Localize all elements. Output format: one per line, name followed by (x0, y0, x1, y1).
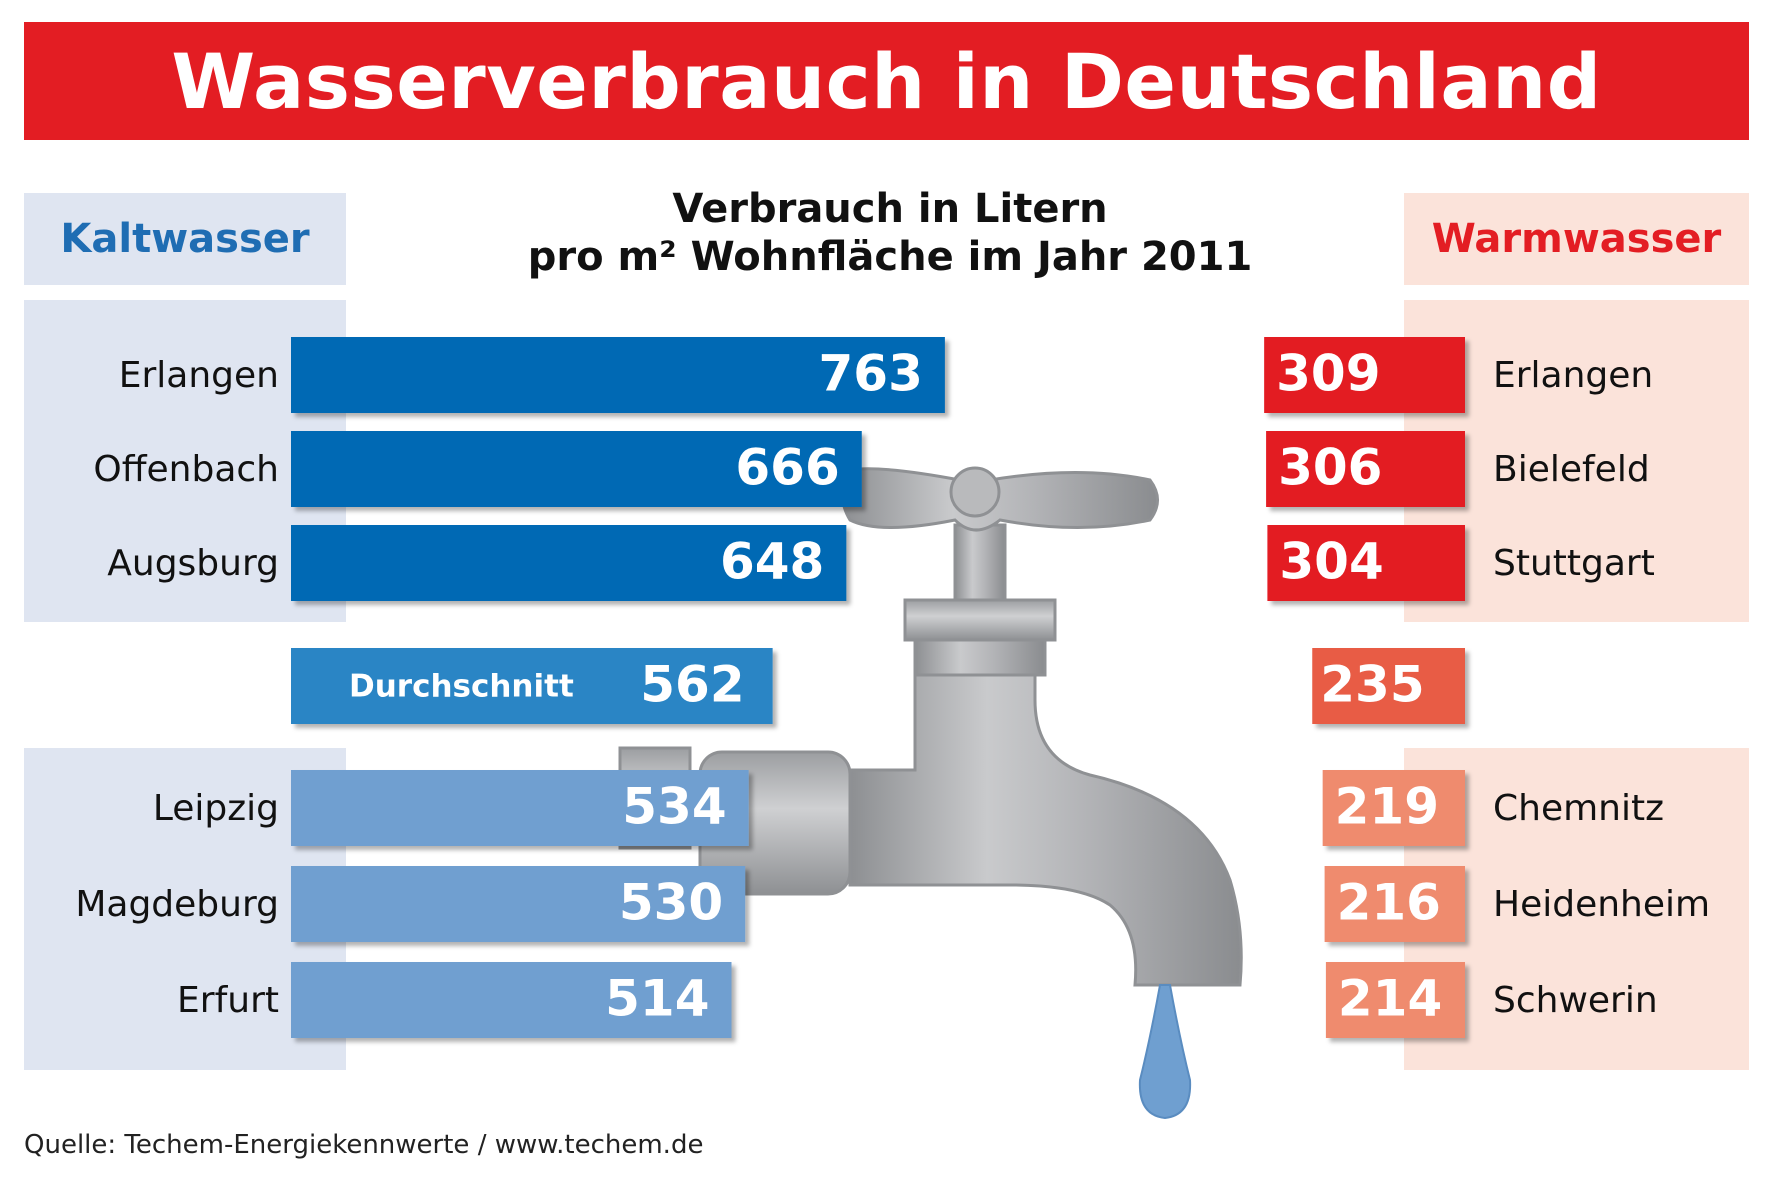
warm-top-value-0: 309 (1276, 345, 1380, 403)
warm-bottom-value-2: 214 (1338, 970, 1442, 1028)
warm-top-city-2: Stuttgart (1493, 543, 1655, 584)
source-note: Quelle: Techem-Energiekennwerte / www.te… (24, 1130, 704, 1160)
cold-bottom-bar-0 (291, 770, 749, 846)
warm-bottom-value-1: 216 (1337, 874, 1441, 932)
warm-bottom-city-0: Chemnitz (1493, 788, 1664, 829)
warm-top-value-2: 304 (1279, 533, 1383, 591)
cold-top-city-1: Offenbach (93, 449, 279, 490)
chart-subtitle: Verbrauch in Litern pro m² Wohnfläche im… (470, 185, 1310, 281)
warm-top-city-1: Bielefeld (1493, 449, 1650, 490)
page-title: Wasserverbrauch in Deutschland (171, 36, 1602, 126)
cold-average-value: 562 (640, 656, 744, 714)
title-banner: Wasserverbrauch in Deutschland (24, 22, 1749, 140)
cold-water-heading: Kaltwasser (24, 193, 346, 285)
cold-top-bar-2 (291, 525, 847, 601)
warm-bottom-value-0: 219 (1335, 778, 1439, 836)
cold-bottom-city-1: Magdeburg (75, 884, 279, 925)
cold-bottom-city-2: Erfurt (177, 980, 279, 1021)
water-drop-icon (1138, 984, 1192, 1120)
warm-top-bar-2 (1267, 525, 1465, 601)
warm-bottom-city-1: Heidenheim (1493, 884, 1710, 925)
cold-bottom-value-2: 514 (605, 970, 709, 1028)
warm-top-bar-1 (1266, 431, 1465, 507)
warm-bottom-city-2: Schwerin (1493, 980, 1658, 1021)
cold-top-city-0: Erlangen (119, 355, 279, 396)
cold-top-bar-0 (291, 337, 945, 413)
cold-bottom-city-0: Leipzig (153, 788, 279, 829)
warm-top-value-1: 306 (1278, 439, 1382, 497)
cold-top-bar-1 (291, 431, 862, 507)
cold-bottom-bar-1 (291, 866, 746, 942)
cold-average-bar (291, 648, 773, 724)
warm-average-bar (1312, 648, 1465, 724)
cold-top-value-2: 648 (720, 533, 824, 591)
warm-bottom-bar-1 (1324, 866, 1465, 942)
warm-top-city-0: Erlangen (1493, 355, 1653, 396)
warm-top-bar-0 (1264, 337, 1465, 413)
subtitle-line-2: pro m² Wohnfläche im Jahr 2011 (527, 234, 1253, 280)
subtitle-line-1: Verbrauch in Litern (672, 186, 1108, 232)
cold-bottom-value-1: 530 (619, 874, 723, 932)
cold-top-city-2: Augsburg (107, 543, 279, 584)
warm-bottom-bar-2 (1325, 962, 1465, 1038)
warm-average-value: 235 (1320, 656, 1424, 714)
cold-top-value-0: 763 (819, 345, 923, 403)
cold-top-value-1: 666 (735, 439, 839, 497)
cold-bottom-bar-2 (291, 962, 732, 1038)
cold-bottom-value-0: 534 (622, 778, 726, 836)
warm-bottom-bar-0 (1322, 770, 1465, 846)
warm-water-heading: Warmwasser (1404, 193, 1749, 285)
cold-average-label: Durchschnitt (349, 669, 574, 705)
